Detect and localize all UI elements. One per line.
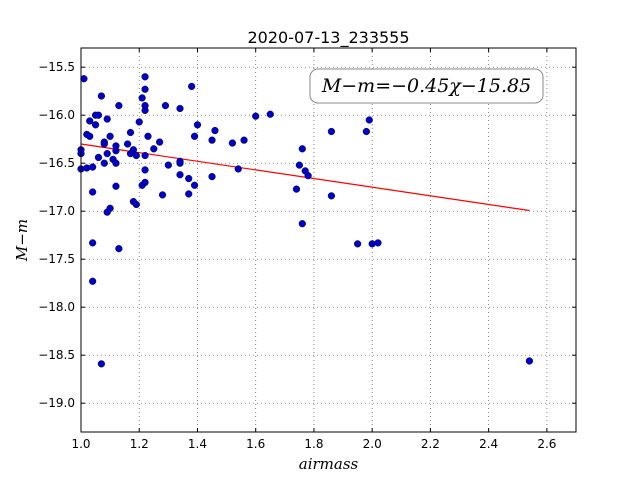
data-point — [208, 173, 216, 181]
data-point — [327, 127, 336, 136]
data-point — [176, 104, 184, 113]
chart-title: 2020-07-13_233555 — [247, 28, 409, 48]
data-point — [365, 116, 373, 124]
x-tick-label: 1.0 — [71, 437, 90, 451]
data-point — [208, 136, 216, 144]
data-point — [86, 117, 94, 125]
data-point — [91, 121, 100, 129]
data-point — [190, 181, 199, 189]
data-point — [97, 92, 105, 100]
x-tick-label: 2.2 — [421, 437, 440, 451]
data-point — [112, 142, 120, 150]
data-point — [295, 161, 303, 169]
data-point — [94, 153, 103, 162]
data-points — [77, 73, 534, 368]
data-point — [100, 140, 108, 148]
data-point — [115, 245, 123, 253]
y-tick-label: −15.5 — [38, 60, 75, 74]
x-tick-label: 2.6 — [537, 437, 556, 451]
data-point — [161, 101, 170, 110]
data-point — [103, 150, 111, 158]
data-point — [100, 159, 108, 167]
data-point — [354, 240, 362, 248]
data-point — [327, 192, 336, 200]
data-point — [80, 75, 88, 83]
y-tick-label: −16.5 — [38, 156, 75, 170]
data-point — [298, 145, 306, 153]
x-tick-label: 2.0 — [363, 437, 382, 451]
y-tick-label: −18.5 — [38, 348, 75, 362]
data-point — [141, 151, 149, 160]
y-tick-label: −17.0 — [38, 204, 75, 218]
data-point — [188, 82, 196, 91]
data-point — [115, 101, 123, 110]
data-point — [123, 140, 132, 148]
data-point — [185, 174, 193, 183]
data-point — [126, 128, 135, 137]
data-point — [266, 110, 274, 118]
data-point — [234, 165, 242, 173]
data-point — [132, 151, 140, 160]
annotation-box — [309, 68, 544, 104]
data-point — [141, 178, 149, 187]
data-point — [89, 277, 97, 285]
data-point — [292, 185, 301, 193]
data-point — [298, 220, 306, 228]
y-tick-label: −19.0 — [38, 396, 75, 410]
y-tick-label: −18.0 — [38, 300, 75, 314]
data-point — [89, 239, 97, 247]
data-point — [164, 161, 172, 169]
data-point — [185, 190, 193, 198]
data-point — [144, 132, 152, 140]
data-point — [240, 136, 248, 144]
x-tick-label: 1.4 — [188, 437, 207, 451]
data-point — [106, 204, 114, 212]
fit-equation-annotation: M−m=−0.45χ−15.85 — [309, 68, 544, 104]
data-point — [374, 239, 382, 247]
data-point — [141, 85, 149, 93]
data-point — [135, 118, 143, 126]
data-point — [141, 101, 149, 110]
data-point — [156, 138, 164, 146]
plot-frame — [80, 47, 577, 433]
data-point — [129, 146, 138, 154]
data-point — [112, 182, 120, 190]
x-tick-label: 2.4 — [479, 437, 498, 451]
data-point — [138, 94, 146, 102]
x-tick-label: 1.8 — [304, 437, 323, 451]
data-point — [89, 163, 97, 171]
data-point — [176, 171, 184, 179]
data-point — [89, 188, 97, 196]
data-point — [362, 127, 370, 136]
x-tick-label: 1.6 — [246, 437, 265, 451]
x-tick-label: 1.2 — [130, 437, 149, 451]
data-point — [97, 360, 105, 368]
data-point — [150, 145, 158, 153]
data-point — [94, 111, 103, 119]
data-point — [190, 132, 199, 140]
data-point — [86, 132, 94, 140]
data-point — [158, 191, 167, 199]
data-point — [176, 157, 184, 165]
data-point — [304, 172, 312, 180]
data-point — [525, 357, 534, 365]
data-point — [112, 159, 120, 167]
data-point — [193, 121, 202, 129]
grid — [80, 48, 576, 432]
data-point — [228, 139, 237, 147]
data-point — [211, 126, 219, 135]
annotation-text: M−m=−0.45χ−15.85 — [321, 75, 531, 97]
data-point — [252, 112, 260, 120]
y-tick-label: −17.5 — [38, 252, 75, 266]
data-point — [141, 73, 149, 81]
y-axis-label: M−m — [13, 219, 31, 262]
data-point — [132, 200, 140, 209]
y-tick-label: −16.0 — [38, 108, 75, 122]
data-point — [141, 166, 149, 174]
x-axis-label: airmass — [299, 455, 359, 473]
data-point — [103, 115, 111, 123]
data-point — [106, 132, 114, 140]
axis-ticks: 1.0 1.2 1.4 1.6 1.8 2.0 2.2 2.4 2.6 −15.5 −16.0 −16… — [38, 48, 576, 451]
